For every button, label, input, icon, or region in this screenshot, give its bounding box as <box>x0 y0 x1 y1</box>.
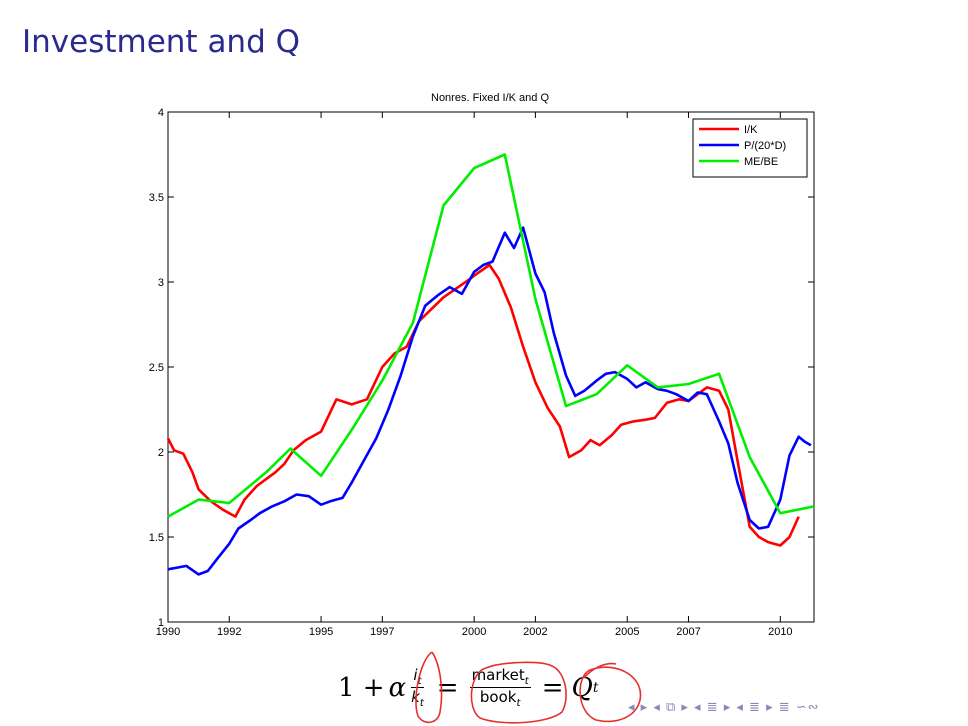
fraction-market-over-book: markett bookt <box>469 666 531 709</box>
x-tick-label: 2005 <box>615 626 639 638</box>
legend: I/K P/(20*D) ME/BE <box>692 118 808 178</box>
equation-equals-2: = <box>541 672 564 703</box>
y-tick-label: 4 <box>158 107 164 119</box>
x-tick-label: 2002 <box>523 626 547 638</box>
y-tick-label: 3.5 <box>149 192 164 204</box>
series-line-me-be <box>167 153 815 518</box>
x-tick-label: 2007 <box>676 626 700 638</box>
x-tick-label: 2010 <box>768 626 792 638</box>
plot-frame <box>167 111 815 623</box>
frac2-numerator-sub: t <box>524 676 529 687</box>
equation-one-plus: 1 + <box>338 672 385 703</box>
y-tick-label: 2.5 <box>149 362 164 374</box>
frac2-numerator: market <box>471 666 525 684</box>
frac1-numerator-sub: t <box>417 676 422 687</box>
series-line-p-20-d- <box>167 226 812 576</box>
legend-label: I/K <box>744 124 758 136</box>
frac1-denominator-sub: t <box>419 698 424 709</box>
equation-q: Q <box>571 672 593 703</box>
equation-alpha: α <box>388 672 407 703</box>
series-line-i-k <box>166 263 800 547</box>
y-tick-label: 1 <box>158 617 164 629</box>
x-tick-label: 2000 <box>462 626 486 638</box>
frac1-denominator: k <box>411 688 420 706</box>
legend-label: P/(20*D) <box>744 140 786 152</box>
frac2-denominator-sub: t <box>516 698 521 709</box>
fraction-i-over-k: it kt <box>409 666 426 709</box>
x-tick-label: 1995 <box>309 626 333 638</box>
line-chart: Nonres. Fixed I/K and Q 1990 1992 1995 1997… <box>149 92 815 638</box>
chart-title: Nonres. Fixed I/K and Q <box>431 92 549 104</box>
legend-label: ME/BE <box>744 156 778 168</box>
x-tick-label: 1992 <box>217 626 241 638</box>
equation-q-sub: t <box>592 679 599 696</box>
frac2-denominator: book <box>479 688 517 706</box>
beamer-navigation[interactable]: ◂ ▸ ◂ ⧉ ▸ ◂ ≣ ▸ ◂ ≣ ▸ ≣ ∽∾ <box>628 700 820 715</box>
x-tick-label: 1997 <box>370 626 394 638</box>
equation-equals-1: = <box>436 672 459 703</box>
y-tick-label: 1.5 <box>149 532 164 544</box>
y-tick-label: 2 <box>158 447 164 459</box>
x-tick-label: 1990 <box>156 626 180 638</box>
y-tick-label: 3 <box>158 277 164 289</box>
slide-title: Investment and Q <box>22 24 301 60</box>
